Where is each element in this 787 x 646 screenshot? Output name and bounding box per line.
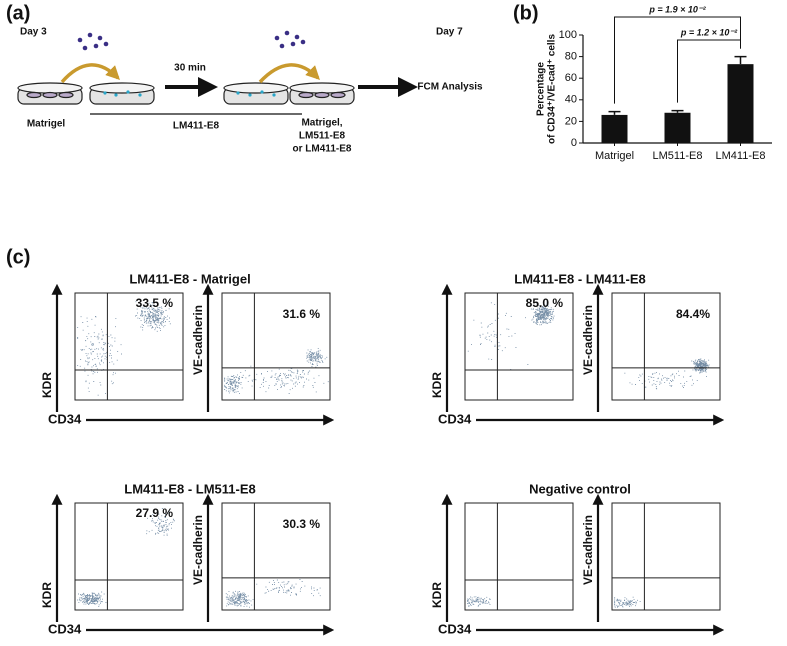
quadrant-percent: 31.6 %: [283, 307, 321, 321]
protocol-diagram: Day 3 Day 7 30 min FCM Analysis Matrigel…: [17, 27, 483, 155]
significance-label: p = 1.9 × 10⁻²: [648, 4, 706, 14]
y-tick-label: 0: [571, 137, 577, 149]
y-tick-label: 40: [565, 94, 577, 106]
x-tick-label: LM511-E8: [653, 150, 703, 162]
error-bar: [608, 110, 621, 115]
group-title: LM411-E8 - Matrigel: [129, 271, 250, 286]
scatter-dots: [467, 301, 555, 370]
day-label: Day 3: [20, 27, 47, 38]
bar-chart: 0 20 40 60 80 100 Percentage of CD34⁺/VE-cad⁺ c…: [536, 4, 772, 162]
panel-label: (a): [6, 2, 30, 24]
panel-label: (c): [6, 246, 30, 268]
quadrant-percent: 84.4%: [676, 307, 710, 321]
significance-bracket: [614, 16, 741, 104]
significance-bracket: [677, 39, 741, 103]
y-axis-label: KDR: [430, 582, 444, 608]
quadrant-percent: 85.0 %: [526, 296, 564, 310]
cell-dots: [77, 30, 306, 51]
coating-label: Matrigel: [27, 119, 66, 130]
y-tick-label: 20: [565, 115, 577, 127]
plot-frame: [221, 502, 331, 611]
x-axis-label: CD34: [48, 411, 82, 426]
x-axis-label: CD34: [48, 621, 82, 636]
dishes: [17, 82, 355, 105]
y-axis-label: VE-cadherin: [191, 515, 205, 585]
bar: [727, 64, 754, 143]
plot-frame: [611, 502, 721, 611]
y-axis-label: of CD34⁺/VE-cad⁺ cells: [547, 34, 558, 144]
scatter-dots: [614, 596, 641, 608]
y-axis-label: VE-cadherin: [581, 305, 595, 375]
scatter-dots: [77, 508, 175, 607]
y-axis-label: KDR: [430, 372, 444, 398]
plot-frame: [464, 502, 574, 611]
bar: [601, 114, 628, 143]
group-title: Negative control: [529, 481, 631, 496]
analysis-label: FCM Analysis: [417, 82, 483, 93]
flow-cytometry: LM411-E8 - Matrigel CD34 KDR 33.5 % VE-cadhe…: [40, 271, 725, 636]
bar: [664, 112, 691, 143]
quadrant-percent: 33.5 %: [136, 296, 174, 310]
coating-label: Matrigel,: [301, 118, 342, 129]
y-axis-label: VE-cadherin: [581, 515, 595, 585]
scatter-dots: [77, 301, 171, 396]
plot-frame: [221, 292, 331, 401]
y-axis-label: VE-cadherin: [191, 305, 205, 375]
plot-frame: [611, 292, 721, 401]
x-tick-label: Matrigel: [595, 150, 634, 162]
y-axis-label: KDR: [40, 582, 54, 608]
scatter-dots: [467, 596, 491, 607]
group-title: LM411-E8 - LM511-E8: [124, 481, 256, 496]
y-tick-label: 80: [565, 51, 577, 63]
transfer-arrow: [60, 63, 120, 84]
scatter-dots: [224, 347, 329, 395]
y-axis-label: KDR: [40, 372, 54, 398]
plot-frame: [74, 502, 184, 611]
x-axis-label: CD34: [438, 621, 472, 636]
y-axis-label: Percentage: [536, 62, 547, 116]
scatter-dots: [624, 358, 710, 390]
day-label: Day 7: [436, 27, 463, 38]
x-tick-label: LM411-E8: [716, 150, 766, 162]
coating-label: LM411-E8: [173, 121, 220, 132]
quadrant-percent: 27.9 %: [136, 506, 174, 520]
transfer-arrow: [258, 63, 320, 84]
coating-label: or LM411-E8: [293, 144, 352, 155]
group-title: LM411-E8 - LM411-E8: [514, 271, 646, 286]
panel-label: (b): [513, 2, 539, 24]
plot-frame: [74, 292, 184, 401]
error-bar: [734, 55, 747, 65]
cells: [103, 90, 276, 97]
interval-label: 30 min: [174, 63, 206, 74]
y-tick-label: 60: [565, 72, 577, 84]
significance-label: p = 1.2 × 10⁻²: [680, 27, 738, 37]
coating-label: LM511-E8: [299, 131, 346, 142]
y-tick-label: 100: [559, 29, 577, 41]
quadrant-percent: 30.3 %: [283, 517, 321, 531]
plot-frame: [464, 292, 574, 401]
error-bar: [671, 109, 684, 113]
x-axis-label: CD34: [438, 411, 472, 426]
scatter-dots: [225, 579, 321, 608]
